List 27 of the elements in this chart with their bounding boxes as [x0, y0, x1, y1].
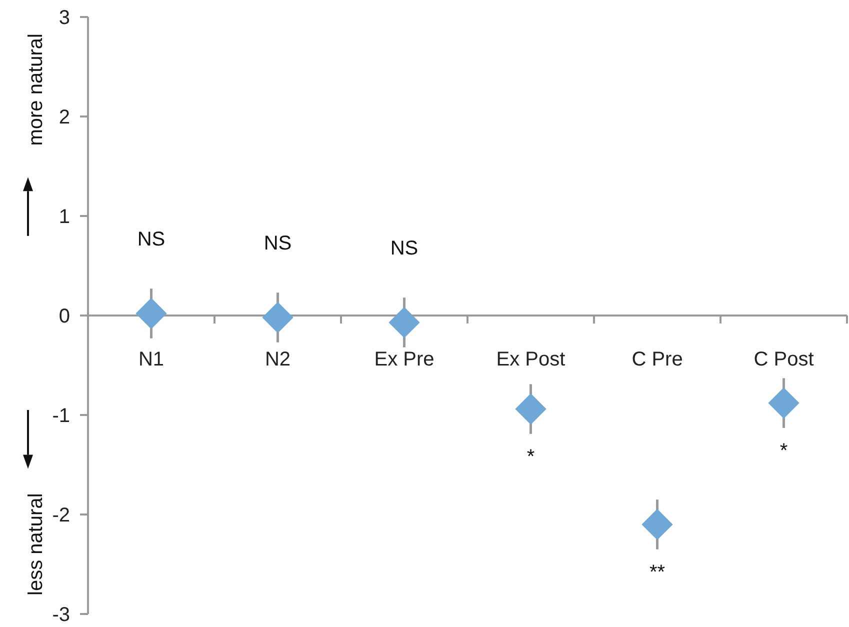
point [768, 387, 800, 419]
text: more natural [25, 33, 47, 146]
point [388, 306, 420, 338]
x-tick-label: Ex Post [496, 348, 566, 370]
y-tick-label: 1 [58, 206, 70, 228]
y-tick-label: 3 [58, 7, 70, 29]
annotation: NS [390, 238, 418, 260]
annotation: * [526, 446, 535, 468]
point [262, 302, 294, 334]
annotation: ** [649, 561, 666, 584]
y-tick-label: 2 [58, 106, 70, 128]
point [136, 298, 167, 330]
y-tick-label: -1 [52, 405, 70, 427]
x-tick-label: N2 [264, 348, 291, 370]
y-tick-label: 0 [58, 306, 70, 328]
x-tick-label: N1 [138, 348, 164, 370]
y-tick-label: -3 [52, 604, 70, 626]
text: less natural [25, 493, 47, 596]
annotation: NS [264, 232, 292, 255]
y-tick-label: -2 [52, 504, 70, 526]
point [515, 393, 546, 425]
x-tick-label: Ex Pre [374, 348, 434, 370]
point [642, 508, 673, 540]
x-tick-label: C Pre [632, 348, 683, 370]
x-tick-label: C Post [754, 348, 814, 370]
annotation: NS [137, 228, 166, 251]
annotation: * [780, 440, 788, 462]
